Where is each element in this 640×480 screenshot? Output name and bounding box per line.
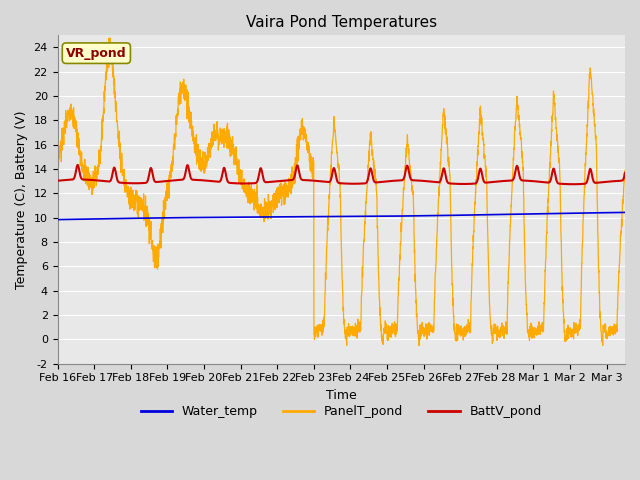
Y-axis label: Temperature (C), Battery (V): Temperature (C), Battery (V)	[15, 110, 28, 289]
X-axis label: Time: Time	[326, 389, 356, 402]
Text: VR_pond: VR_pond	[66, 47, 127, 60]
Legend: Water_temp, PanelT_pond, BattV_pond: Water_temp, PanelT_pond, BattV_pond	[136, 400, 547, 423]
Title: Vaira Pond Temperatures: Vaira Pond Temperatures	[246, 15, 437, 30]
